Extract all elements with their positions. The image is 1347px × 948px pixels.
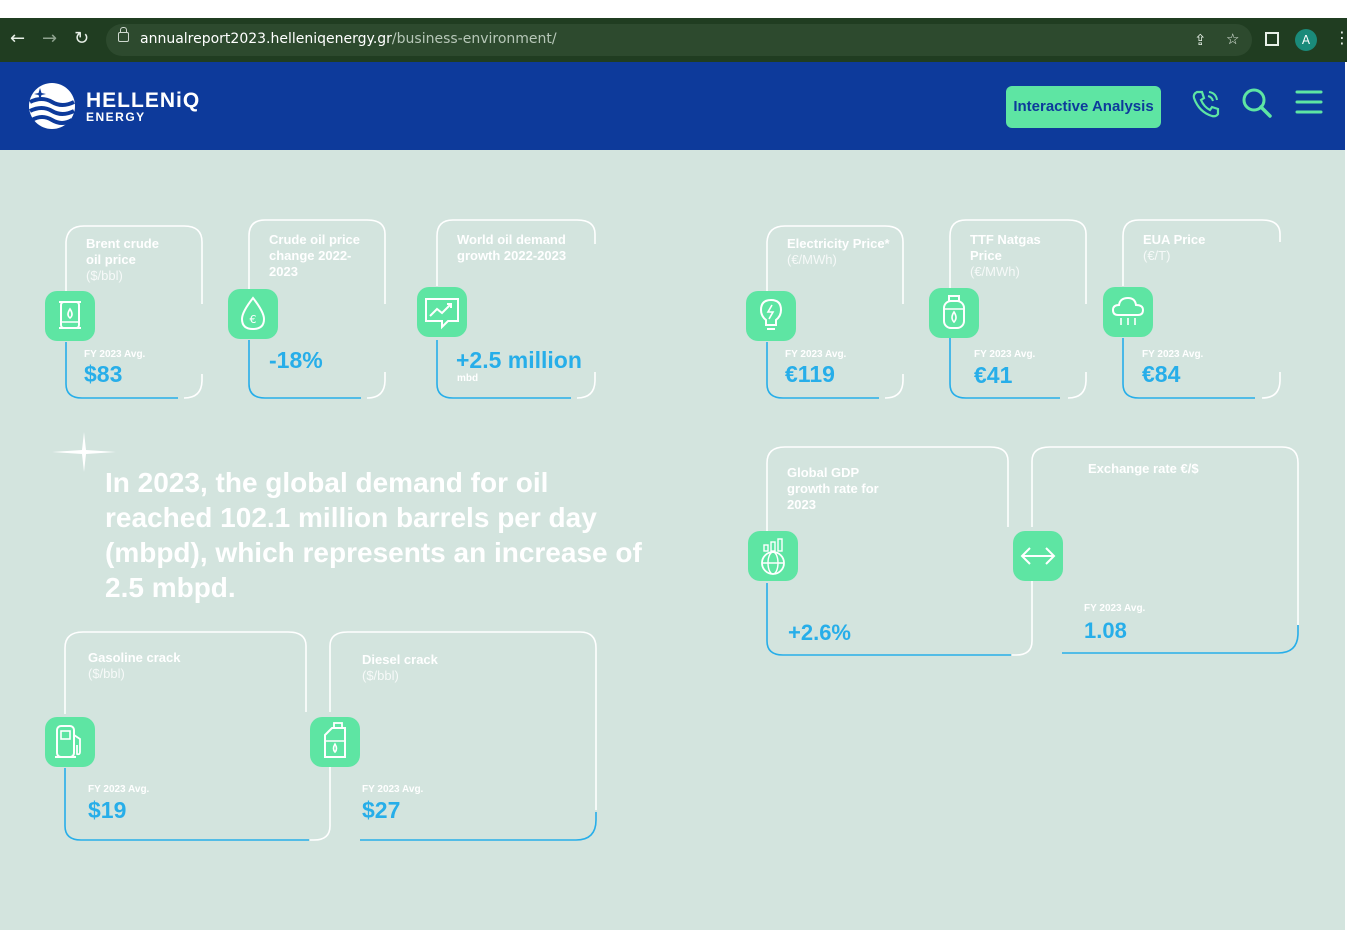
card-fy-label: FY 2023 Avg. (785, 349, 847, 360)
card-value: €84 (1142, 361, 1181, 387)
url-path: /business-environment/ (391, 31, 557, 47)
global-gdp-card: Global GDP growth rate for 2023 +2.6% (765, 445, 1011, 657)
ttf-natgas-card: TTF Natgas Price (€/MWh) FY 2023 Avg. €41 (948, 219, 1088, 400)
site-header: HELLENiQ ENERGY Interactive Analysis (0, 62, 1345, 150)
svg-text:€: € (250, 313, 257, 326)
card-unit: mbd (457, 373, 479, 384)
address-bar[interactable]: annualreport2023.helleniqenergy.gr/busin… (106, 24, 1252, 56)
globe-chart-icon (748, 531, 798, 581)
card-value: €41 (974, 362, 1013, 388)
interactive-analysis-button[interactable]: Interactive Analysis (1006, 86, 1161, 128)
sparkle-icon (52, 432, 116, 472)
light-bulb-icon (746, 291, 796, 341)
card-label: Brent crude oil price ($/bbl) (86, 236, 176, 284)
oil-drop-euro-icon: € (228, 289, 278, 339)
card-label: Diesel crack ($/bbl) (362, 652, 512, 684)
card-unit: ($/bbl) (88, 666, 125, 681)
diesel-crack-card: Diesel crack ($/bbl) FY 2023 Avg. $27 (310, 630, 598, 842)
card-label: EUA Price (€/T) (1143, 232, 1243, 264)
card-title: TTF Natgas Price (970, 232, 1041, 263)
logo-name[interactable]: HELLENiQ (86, 89, 201, 112)
card-unit: (€/T) (1143, 248, 1171, 263)
exchange-rate-card: Exchange rate €/$ FY 2023 Avg. 1.08 (1012, 445, 1300, 657)
electricity-price-card: Electricity Price* (€/MWh) FY 2023 Avg. €… (765, 224, 905, 400)
helleniq-logo-icon[interactable] (28, 82, 76, 130)
card-frame (436, 219, 596, 399)
oil-canister-icon (310, 717, 360, 767)
card-value: -18% (269, 347, 323, 373)
card-frame (949, 219, 1087, 399)
business-environment-section: Brent crude oil price ($/bbl) FY 2023 Avg… (0, 150, 1345, 930)
exchange-arrows-icon (1013, 531, 1063, 581)
phone-icon[interactable] (1189, 86, 1223, 120)
card-title: Gasoline crack (88, 650, 181, 665)
menu-kebab-icon[interactable]: ⋮ (1334, 28, 1347, 47)
lock-icon (118, 27, 129, 42)
card-fy-label: FY 2023 Avg. (362, 784, 424, 795)
card-fy-label: FY 2023 Avg. (88, 784, 150, 795)
card-fy-label: FY 2023 Avg. (84, 349, 146, 360)
card-frame (310, 631, 597, 841)
card-frame (766, 225, 904, 399)
card-fy-label: FY 2023 Avg. (974, 349, 1036, 360)
card-value: $19 (88, 797, 127, 823)
card-value: 1.08 (1084, 618, 1127, 643)
profile-avatar[interactable]: A (1295, 29, 1317, 51)
share-icon[interactable]: ⇪ (1194, 31, 1207, 49)
url-text[interactable]: annualreport2023.helleniqenergy.gr/busin… (140, 31, 557, 47)
card-value: €119 (785, 361, 835, 387)
card-value: $27 (362, 797, 401, 823)
card-value: +2.6% (788, 620, 851, 645)
card-frame (64, 631, 309, 841)
card-label: TTF Natgas Price (€/MWh) (970, 232, 1070, 280)
card-unit: ($/bbl) (86, 268, 123, 283)
card-frame (766, 446, 1011, 656)
cloud-emissions-icon (1103, 287, 1153, 337)
reload-icon[interactable]: ↻ (74, 28, 90, 49)
card-title: EUA Price (1143, 232, 1206, 247)
card-unit: (€/MWh) (970, 264, 1020, 279)
card-fy-label: FY 2023 Avg. (1084, 603, 1146, 614)
card-title: Diesel crack (362, 652, 438, 667)
card-title: Brent crude oil price (86, 236, 159, 267)
brent-card: Brent crude oil price ($/bbl) FY 2023 Avg… (64, 224, 204, 400)
card-title: World oil demand growth 2022-2023 (457, 232, 567, 263)
card-fy-label: FY 2023 Avg. (1142, 349, 1204, 360)
card-title: Electricity Price* (787, 236, 890, 251)
search-icon[interactable] (1240, 86, 1274, 120)
card-value: $83 (84, 361, 123, 387)
card-label: Electricity Price* (€/MWh) (787, 236, 899, 268)
card-unit: ($/bbl) (362, 668, 399, 683)
world-demand-card: World oil demand growth 2022-2023 +2.5 m… (435, 219, 597, 400)
card-title: Crude oil price change 2022-2023 (269, 232, 361, 279)
oil-barrel-icon (45, 291, 95, 341)
gas-cylinder-icon (929, 288, 979, 338)
card-title: Global GDP growth rate for 2023 (787, 465, 879, 512)
crude-price-change-card: Crude oil price change 2022-2023 -18% (247, 219, 387, 400)
bookmark-star-icon[interactable]: ☆ (1226, 30, 1240, 48)
side-panel-icon[interactable] (1265, 32, 1279, 46)
back-icon[interactable]: ← (10, 28, 26, 49)
browser-toolbar: ← → ↻ annualreport2023.helleniqenergy.gr… (0, 18, 1347, 62)
card-frame (248, 219, 386, 399)
forward-icon[interactable]: → (42, 28, 58, 49)
eua-price-card: EUA Price (€/T) FY 2023 Avg. €84 (1121, 219, 1282, 400)
card-frame (1012, 446, 1299, 656)
logo-subtitle[interactable]: ENERGY (86, 110, 146, 124)
card-value: +2.5 million (456, 347, 582, 373)
card-unit: (€/MWh) (787, 252, 837, 267)
hamburger-menu-icon[interactable] (1293, 86, 1327, 120)
card-title: Exchange rate €/$ (1088, 461, 1199, 476)
card-frame (1122, 219, 1281, 399)
fuel-pump-icon (45, 717, 95, 767)
growth-chart-icon (417, 287, 467, 337)
headline-text: In 2023, the global demand for oil reach… (105, 467, 642, 603)
gasoline-crack-card: Gasoline crack ($/bbl) FY 2023 Avg. $19 (63, 630, 309, 842)
url-domain: annualreport2023.helleniqenergy.gr (140, 31, 392, 47)
card-frame (65, 225, 203, 399)
card-label: Gasoline crack ($/bbl) (88, 650, 238, 682)
